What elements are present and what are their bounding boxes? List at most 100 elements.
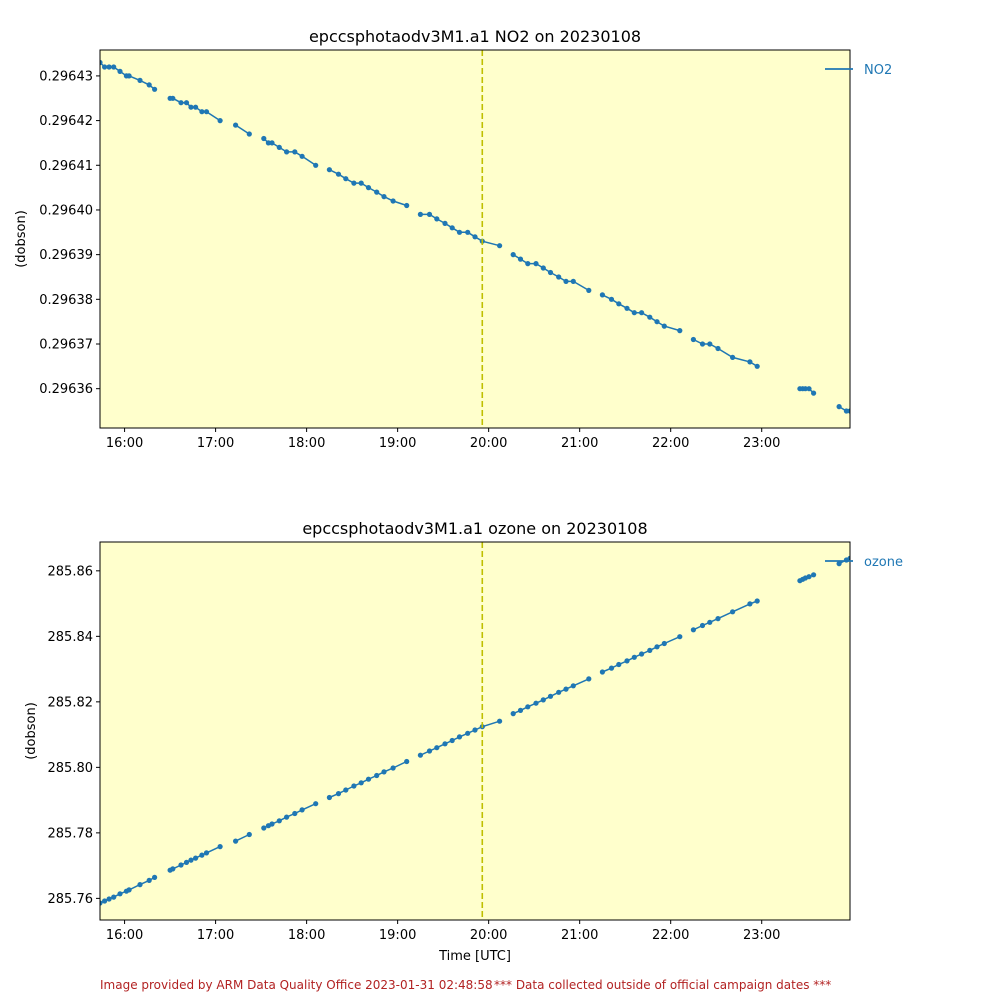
data-point	[365, 776, 372, 782]
data-layer	[100, 59, 850, 414]
data-point	[417, 752, 423, 758]
y-tick-label: 285.84	[48, 630, 94, 645]
data-point	[203, 109, 210, 115]
data-point	[599, 292, 606, 298]
data-point	[106, 896, 112, 902]
x-tick-label: 23:00	[743, 436, 780, 451]
data-point	[390, 765, 396, 771]
x-tick-label: 16:00	[106, 928, 143, 943]
series-line-segment	[602, 294, 681, 332]
data-point	[246, 831, 252, 838]
data-point	[102, 64, 108, 70]
data-point	[117, 68, 123, 74]
data-point	[608, 296, 615, 302]
data-point	[292, 810, 298, 817]
data-point	[146, 877, 152, 884]
data-point	[374, 772, 380, 779]
data-point	[699, 341, 706, 347]
data-point	[276, 144, 282, 150]
data-point	[456, 734, 463, 740]
data-point	[292, 149, 298, 155]
data-point	[811, 572, 817, 578]
x-tick-label: 21:00	[561, 436, 598, 451]
x-tick-label: 22:00	[652, 436, 689, 451]
data-point	[152, 874, 158, 881]
data-point	[365, 185, 372, 191]
data-point	[836, 561, 842, 567]
y-axis-label: (dobson)	[14, 210, 29, 268]
data-point	[381, 194, 387, 200]
data-point	[313, 801, 319, 807]
data-point	[517, 256, 524, 262]
no2-chart: 16:00 17:00 18:00 19:00 20:00 21:00 22:00 23:00…	[14, 27, 892, 451]
series-line-segment	[602, 636, 681, 673]
data-point	[639, 310, 645, 316]
data-point	[661, 323, 667, 329]
data-point	[497, 243, 503, 249]
data-point	[374, 189, 380, 195]
plot-frame	[99, 541, 851, 921]
data-point	[754, 363, 760, 369]
x-tick-label: 20:00	[470, 928, 507, 943]
x-tick-label: 17:00	[197, 436, 234, 451]
data-point	[276, 818, 282, 824]
y-tick-label: 0.29642	[39, 114, 93, 129]
data-point	[847, 555, 850, 561]
data-point	[847, 408, 850, 414]
data-point	[654, 319, 660, 325]
data-layer	[100, 555, 850, 906]
data-point	[102, 898, 108, 904]
data-point	[556, 274, 562, 280]
data-point	[647, 647, 653, 654]
data-point	[199, 852, 205, 858]
data-point	[806, 574, 812, 580]
data-point	[465, 730, 471, 736]
data-point	[261, 825, 267, 831]
data-point	[299, 153, 305, 159]
x-tick-label: 17:00	[197, 928, 234, 943]
y-axis-label: (dobson)	[24, 702, 39, 760]
series-line-segment	[512, 253, 590, 292]
data-point	[358, 780, 364, 786]
data-point	[442, 220, 448, 226]
y-tick-label: 285.76	[48, 892, 94, 907]
data-point	[456, 229, 463, 235]
data-point	[556, 689, 562, 695]
y-tick-label: 285.80	[48, 761, 94, 776]
data-point	[754, 598, 760, 604]
data-point	[624, 305, 630, 311]
data-point	[426, 211, 433, 217]
data-point	[836, 404, 842, 410]
y-tick-label: 0.29638	[39, 293, 93, 308]
data-point	[265, 140, 271, 146]
data-point	[326, 167, 332, 173]
data-point	[843, 408, 850, 414]
y-tick-label: 0.29636	[39, 382, 93, 397]
data-point	[269, 821, 275, 827]
data-point	[730, 609, 736, 615]
data-point	[563, 278, 569, 284]
data-point	[284, 814, 290, 820]
data-point	[730, 354, 736, 360]
data-point	[707, 341, 713, 347]
data-point	[497, 718, 503, 724]
data-point	[639, 651, 645, 657]
data-point	[146, 82, 152, 88]
data-point	[525, 704, 531, 710]
data-point	[170, 95, 176, 101]
data-point	[417, 211, 423, 217]
data-point	[608, 665, 615, 671]
legend-label: NO2	[864, 63, 892, 78]
series-line-segment	[329, 169, 407, 207]
data-point	[616, 301, 622, 307]
data-point	[117, 891, 123, 897]
data-point	[193, 104, 199, 110]
data-point	[690, 627, 697, 633]
data-point	[217, 118, 223, 124]
data-point	[217, 844, 223, 850]
data-point	[233, 838, 239, 844]
chart-title: epccsphotaodv3M1.a1 ozone on 20230108	[302, 519, 647, 538]
x-tick-label: 19:00	[379, 928, 416, 943]
data-point	[193, 855, 199, 861]
data-point	[465, 229, 471, 235]
